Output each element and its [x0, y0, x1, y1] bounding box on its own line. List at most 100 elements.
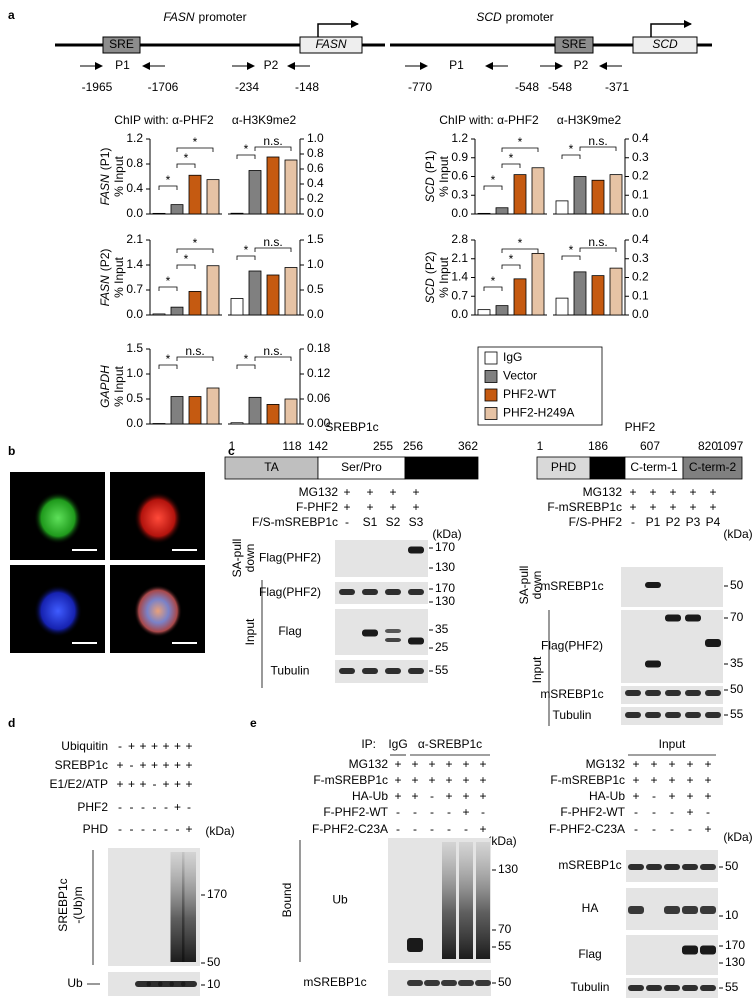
- treatment-mark: -: [153, 822, 157, 836]
- bar: [206, 179, 220, 215]
- treatment-mark: +: [394, 773, 401, 787]
- treatment-mark: +: [668, 757, 675, 771]
- treatment-mark: -: [670, 805, 674, 819]
- residue-position: 1: [229, 439, 236, 453]
- significance-bracket: [158, 185, 178, 190]
- treatment-mark: +: [668, 789, 675, 803]
- treatment-mark: +: [389, 485, 396, 499]
- bar: [152, 313, 166, 316]
- treatment-mark: +: [411, 757, 418, 771]
- size-marker: 10: [207, 977, 221, 991]
- significance-label: *: [491, 274, 496, 288]
- significance-label: *: [244, 352, 249, 366]
- bar: [495, 305, 509, 316]
- treatment-mark: -: [652, 789, 656, 803]
- y-axis-label-part: (P1): [423, 150, 437, 173]
- significance-label: *: [193, 236, 198, 250]
- size-marker: 55: [730, 707, 744, 721]
- significance-label: *: [184, 252, 189, 266]
- significance-label: *: [569, 243, 574, 257]
- y-tick-label: 1.5: [307, 232, 324, 246]
- residue-position: 186: [588, 439, 608, 453]
- size-marker: 50: [207, 955, 221, 969]
- treatment-mark: -: [464, 822, 468, 836]
- y-tick-label: 0.4: [632, 232, 649, 246]
- size-marker: 55: [725, 980, 739, 994]
- y-axis-label-part: (P2): [423, 251, 437, 274]
- size-marker: 170: [435, 540, 455, 554]
- blot-label: -(Ub)m: [71, 886, 85, 923]
- treatment-mark: -: [164, 822, 168, 836]
- treatment-label: HA-Ub: [352, 789, 388, 803]
- ip-label: IP:: [361, 737, 376, 751]
- treatment-mark: -: [118, 800, 122, 814]
- y-axis-label: FASN (P2): [98, 249, 112, 307]
- treatment-mark: +: [479, 757, 486, 771]
- y-tick-label: 0.0: [126, 307, 143, 321]
- blot-band: [385, 629, 401, 633]
- treatment-mark: -: [481, 805, 485, 819]
- treatment-mark: +: [479, 789, 486, 803]
- treatment-mark: +: [411, 789, 418, 803]
- gene-name: FASN: [315, 37, 346, 51]
- blot-smear: [476, 842, 490, 959]
- treatment-mark: +: [462, 773, 469, 787]
- significance-bracket: [236, 255, 256, 260]
- sre-box: [554, 36, 594, 54]
- treatment-mark: +: [686, 805, 693, 819]
- legend-label: PHF2-WT: [503, 387, 557, 401]
- legend-label: Vector: [503, 369, 537, 383]
- blot-band: [408, 546, 424, 554]
- treatment-mark: +: [366, 485, 373, 499]
- blot-label: Tubulin: [571, 980, 610, 994]
- y-axis-label: SCD (P1): [423, 150, 437, 202]
- treatment-mark: -: [447, 822, 451, 836]
- significance-bracket: [176, 264, 196, 269]
- blot-band: [385, 668, 401, 674]
- residue-position: 142: [308, 439, 328, 453]
- domain: [404, 456, 479, 480]
- size-marker: 70: [498, 922, 512, 936]
- significance-bracket: [158, 364, 178, 369]
- ip-group: IgG: [388, 737, 407, 751]
- group-label: SA-pull: [517, 566, 531, 605]
- channel-label: DAPI: [43, 573, 71, 587]
- treatment-mark: +: [412, 500, 419, 514]
- bar: [573, 176, 587, 215]
- treatment-mark: +: [462, 805, 469, 819]
- y-tick-label: 1.0: [126, 366, 143, 380]
- y-axis-label: FASN (P1): [98, 148, 112, 206]
- blot-band: [700, 864, 716, 870]
- significance-bracket: [254, 146, 292, 151]
- kda-label: (kDa): [205, 824, 234, 838]
- blot: [621, 610, 723, 683]
- blot-band: [339, 668, 355, 674]
- bar: [609, 174, 623, 215]
- blot-smear: [459, 842, 473, 959]
- y-tick-label: 1.5: [126, 341, 143, 355]
- blot-band: [664, 985, 680, 991]
- bar: [248, 170, 262, 215]
- y-tick-label: 1.0: [307, 131, 324, 145]
- y-axis-label-part: (P2): [98, 249, 112, 272]
- treatment-label: F-PHF2-C23A: [312, 822, 388, 836]
- treatment-mark: -: [413, 822, 417, 836]
- bar: [188, 291, 202, 316]
- blot-smear: [170, 852, 185, 962]
- blot-band: [475, 980, 491, 986]
- size-marker: 55: [498, 939, 512, 953]
- tss-arrow: [650, 20, 692, 37]
- treatment-mark: +: [686, 773, 693, 787]
- y-tick-label: 0.12: [307, 366, 331, 380]
- kda-label: (kDa): [723, 527, 752, 541]
- treatment-mark: +: [632, 757, 639, 771]
- y-tick-label: 0.0: [632, 206, 649, 220]
- domain-label: C-term-2: [689, 460, 737, 474]
- group-label: SA-pull: [230, 539, 244, 578]
- y-axis-label: % Input: [112, 365, 126, 406]
- treatment-label: F-PHF2-C23A: [549, 822, 625, 836]
- promoter-label: promoter: [199, 10, 247, 24]
- treatment-mark: +: [116, 777, 123, 791]
- significance-label: *: [244, 142, 249, 156]
